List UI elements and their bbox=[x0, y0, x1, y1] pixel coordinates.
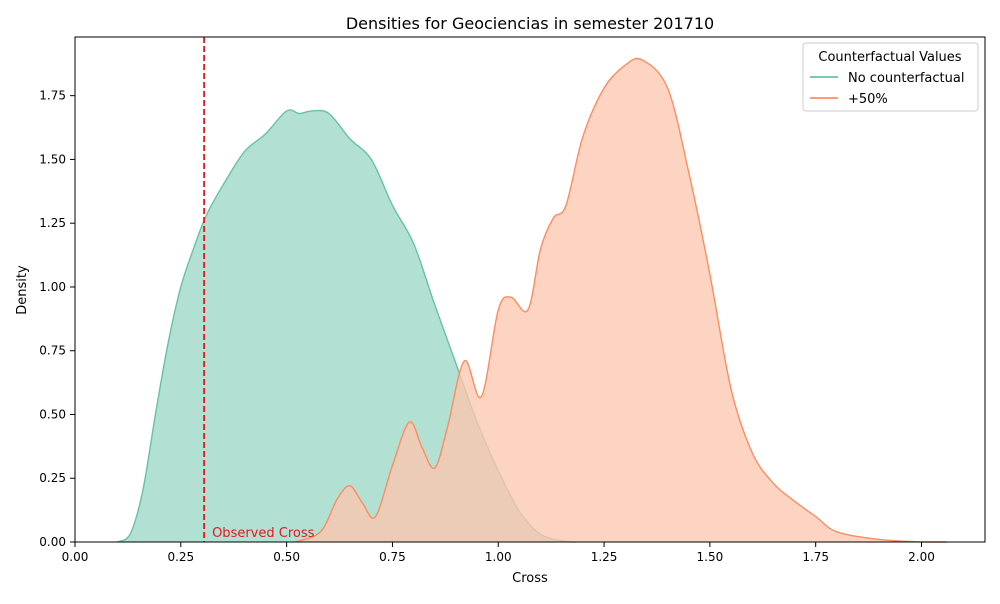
x-tick-label: 0.50 bbox=[273, 550, 300, 564]
plot-frame bbox=[74, 36, 986, 543]
x-tick-label: 0.25 bbox=[167, 550, 194, 564]
x-tick-label: 1.00 bbox=[485, 550, 512, 564]
y-tick-label: 0.50 bbox=[39, 407, 66, 421]
y-tick-label: 1.75 bbox=[39, 89, 66, 103]
x-tick-label: 0.75 bbox=[379, 550, 406, 564]
x-tick-label: 1.75 bbox=[802, 550, 829, 564]
x-tick-label: 1.25 bbox=[591, 550, 618, 564]
y-axis-label: Density bbox=[15, 265, 30, 315]
observed-cross-label: Observed Cross bbox=[212, 526, 315, 541]
y-tick-label: 0.25 bbox=[39, 471, 66, 485]
annotation-layer: Observed Cross bbox=[203, 37, 315, 542]
x-tick-label: 2.00 bbox=[908, 550, 935, 564]
y-tick-label: 0.00 bbox=[39, 535, 66, 549]
x-tick-label: 1.50 bbox=[697, 550, 724, 564]
y-tick-label: 1.25 bbox=[39, 216, 66, 230]
density-line-50 bbox=[294, 57, 947, 543]
x-axis: 0.00 0.25 0.50 0.75 1.00 1.25 1.50 1.75 2.00 bbox=[62, 542, 935, 564]
legend-title: Counterfactual Values bbox=[818, 50, 961, 65]
y-axis: 0.00 0.25 0.50 0.75 1.00 1.25 1.50 1.75 bbox=[39, 89, 75, 549]
x-tick-label: 0.00 bbox=[62, 550, 89, 564]
legend-label-plus-50: +50% bbox=[848, 92, 888, 107]
series-layer bbox=[116, 57, 947, 543]
legend: Counterfactual Values No counterfactual … bbox=[802, 42, 979, 112]
legend-box bbox=[802, 42, 979, 112]
legend-label-no-counterfactual: No counterfactual bbox=[848, 71, 964, 86]
x-axis-label: Cross bbox=[512, 571, 548, 586]
chart-title: Densities for Geociencias in semester 20… bbox=[346, 14, 714, 33]
y-tick-label: 1.00 bbox=[39, 280, 66, 294]
y-tick-label: 0.75 bbox=[39, 344, 66, 358]
y-tick-label: 1.50 bbox=[39, 152, 66, 166]
density-area-50 bbox=[295, 58, 947, 543]
